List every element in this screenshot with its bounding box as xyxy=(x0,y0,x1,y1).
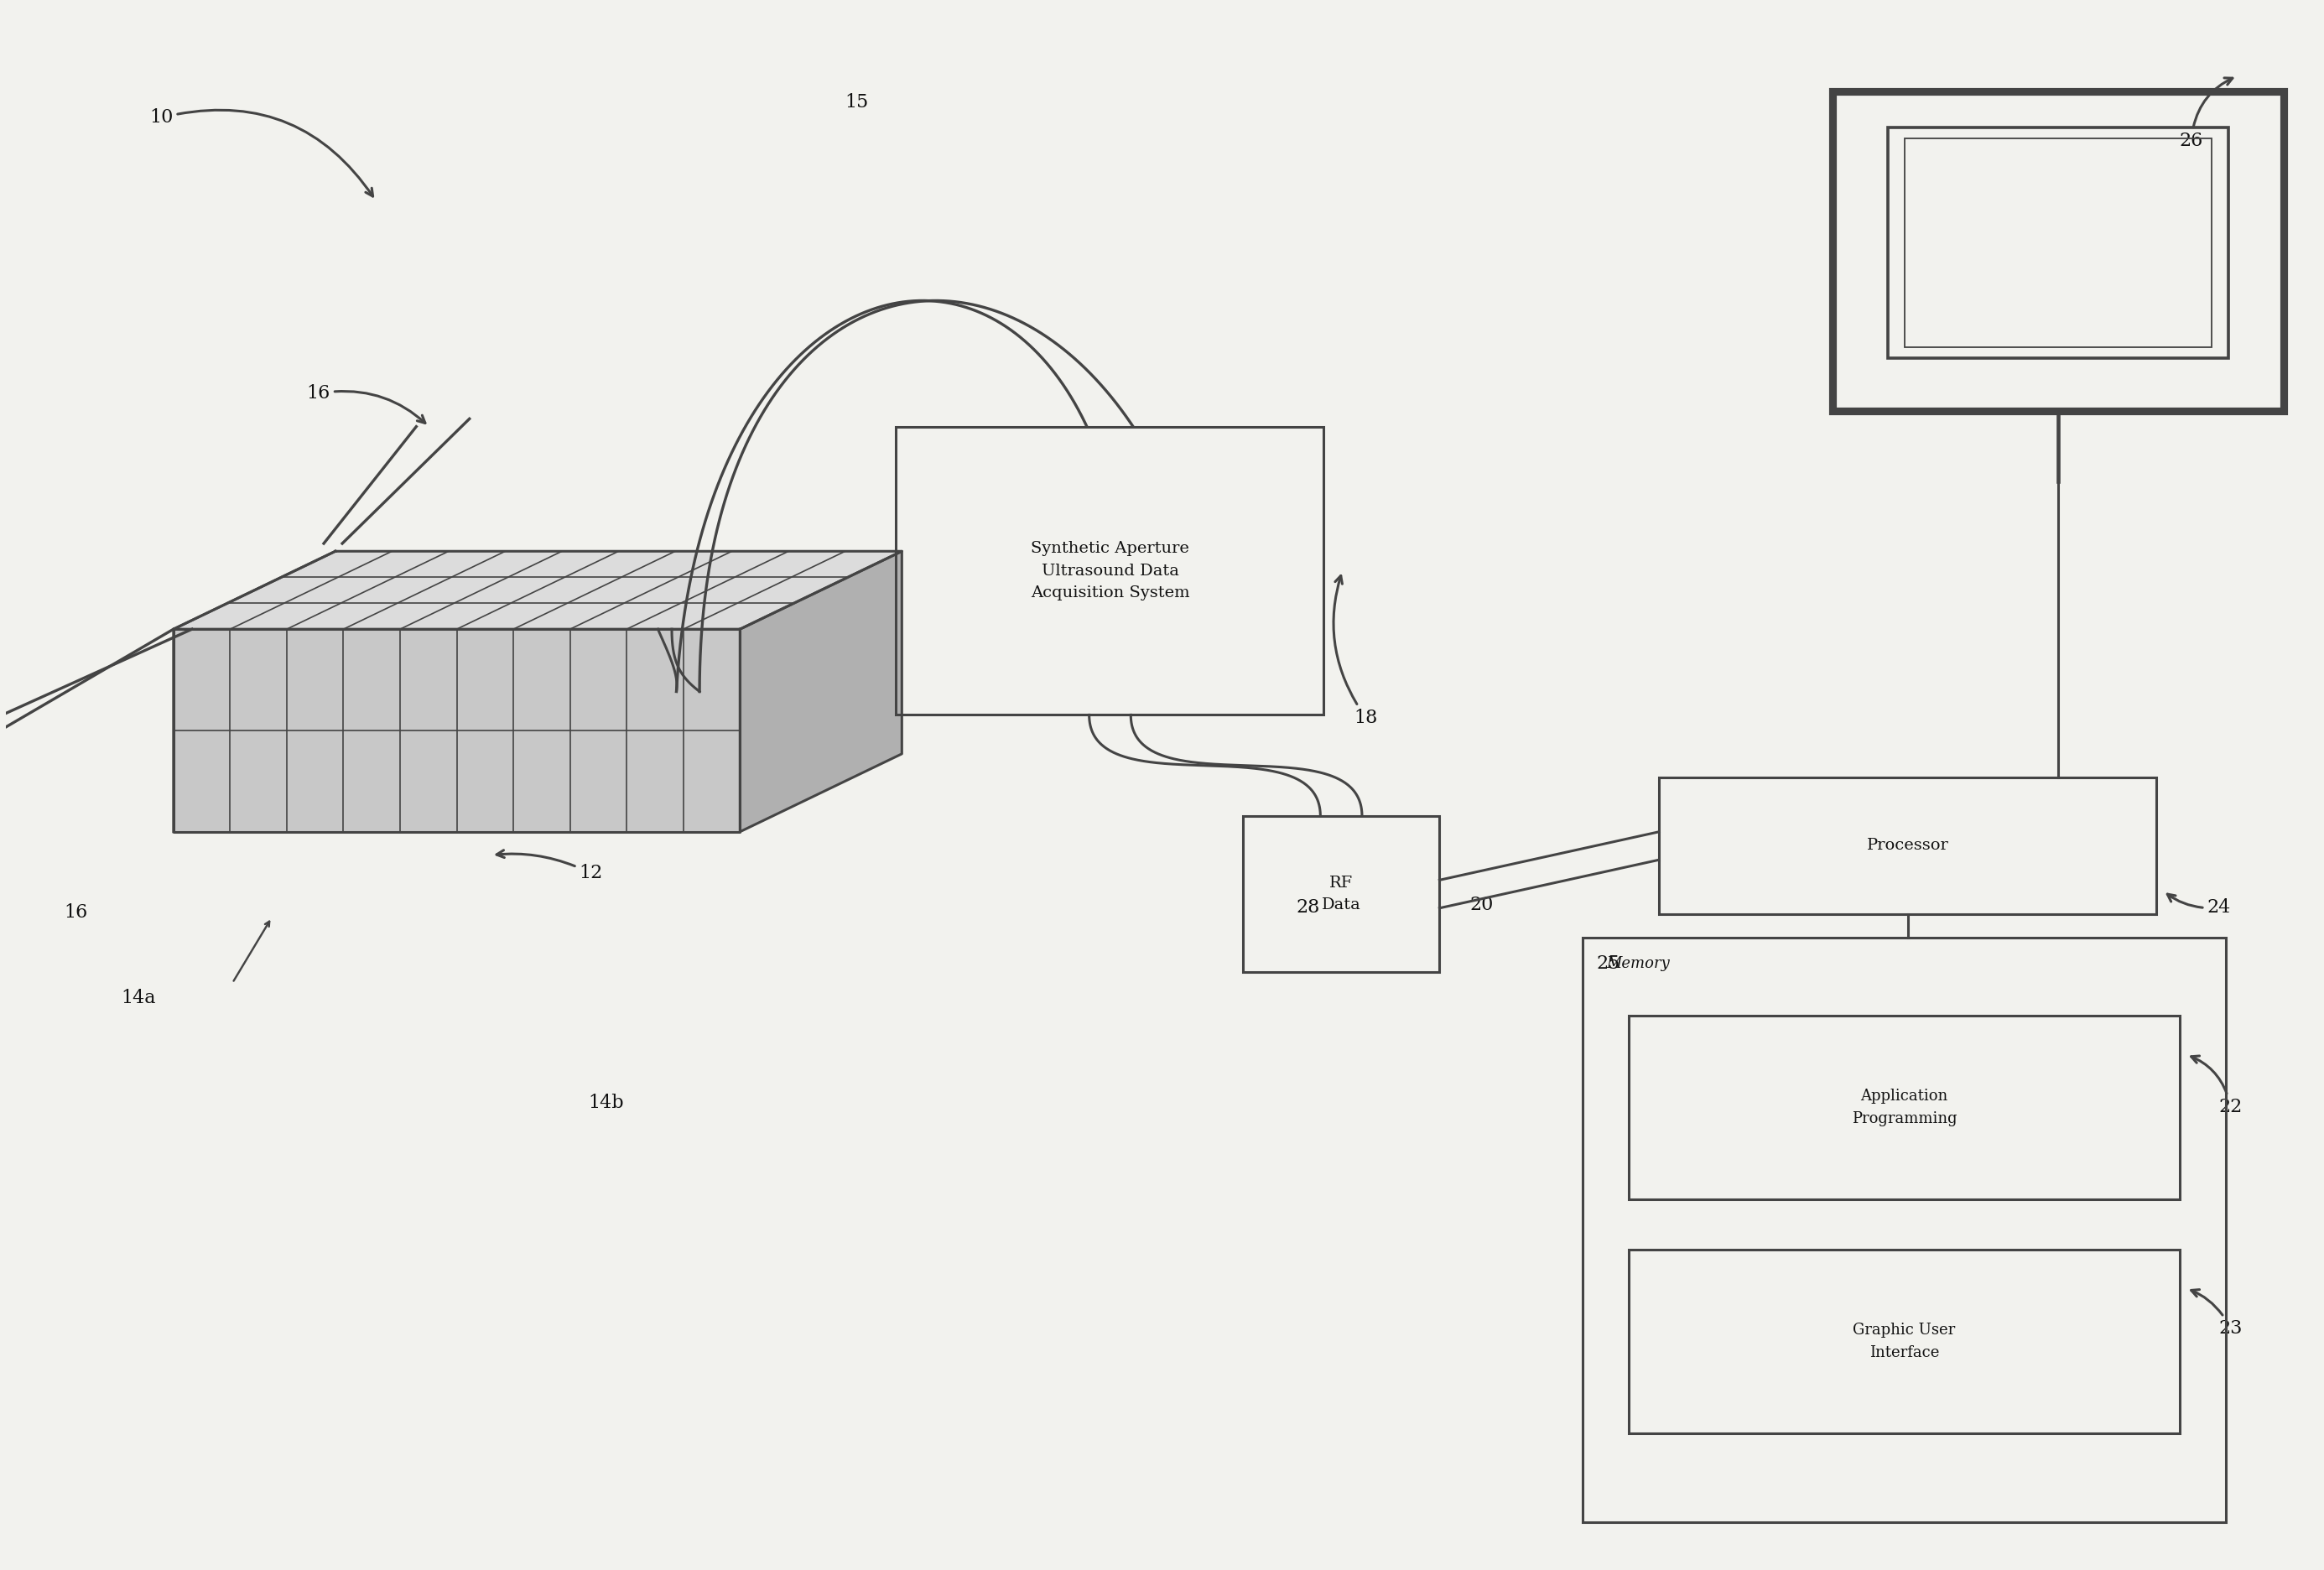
Polygon shape xyxy=(174,630,739,832)
Text: 28: 28 xyxy=(1297,898,1320,917)
Text: Processor: Processor xyxy=(1866,838,1950,854)
Text: 18: 18 xyxy=(1334,576,1378,727)
Text: 24: 24 xyxy=(2168,895,2231,917)
Bar xyxy=(1629,1016,2180,1199)
Text: 23: 23 xyxy=(2192,1289,2243,1338)
Text: 22: 22 xyxy=(2192,1057,2243,1116)
Bar xyxy=(1629,1250,2180,1433)
Text: 16: 16 xyxy=(63,903,88,922)
Text: 12: 12 xyxy=(497,851,602,882)
Polygon shape xyxy=(739,551,902,832)
Text: 25: 25 xyxy=(1597,955,1620,973)
Text: Graphic User
Interface: Graphic User Interface xyxy=(1852,1322,1954,1360)
Text: 14b: 14b xyxy=(588,1093,625,1112)
Bar xyxy=(897,427,1325,714)
Polygon shape xyxy=(174,551,902,630)
Bar xyxy=(1243,816,1439,972)
Bar xyxy=(1887,127,2229,358)
Bar xyxy=(1903,138,2212,347)
Text: 16: 16 xyxy=(307,385,425,422)
Text: 20: 20 xyxy=(1469,895,1494,914)
Text: Synthetic Aperture
Ultrasound Data
Acquisition System: Synthetic Aperture Ultrasound Data Acqui… xyxy=(1030,542,1190,600)
Bar xyxy=(1583,937,2226,1521)
Bar xyxy=(1659,777,2157,914)
Text: Application
Programming: Application Programming xyxy=(1852,1090,1957,1126)
Text: 26: 26 xyxy=(2180,79,2233,151)
Text: Memory: Memory xyxy=(1606,956,1669,972)
Bar xyxy=(1834,91,2284,411)
Text: 14a: 14a xyxy=(121,989,156,1008)
Text: 10: 10 xyxy=(149,108,372,196)
Text: RF
Data: RF Data xyxy=(1322,876,1362,912)
Text: 15: 15 xyxy=(846,93,869,111)
